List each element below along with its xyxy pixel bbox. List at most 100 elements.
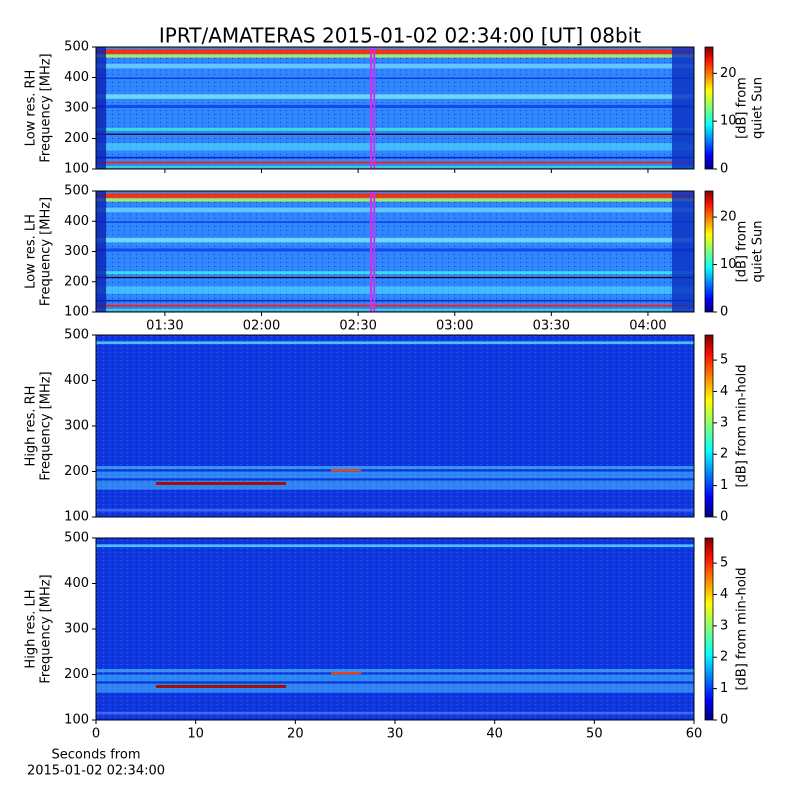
x-tick-label: 60 [686, 727, 703, 742]
spectrogram-band [96, 711, 694, 715]
spectrogram-band [96, 669, 694, 673]
y-tick-label: 500 [64, 184, 89, 199]
colorbar-label: [dB] from min-hold [735, 364, 750, 487]
colorbar-tick-label: 10 [720, 114, 737, 129]
y-tick-label: 400 [64, 70, 89, 85]
spectrogram-band [96, 94, 694, 99]
y-tick-label: 500 [64, 531, 89, 546]
colorbar-tick-label: 4 [720, 587, 728, 602]
spectrogram-band [96, 133, 694, 135]
spectrogram-band [96, 471, 694, 479]
colorbar-tick-label: 3 [720, 415, 728, 430]
spectrogram-band [96, 193, 694, 198]
spectrogram-band [96, 286, 694, 294]
x-tick-label: 01:30 [146, 319, 183, 334]
x-tick-label: 03:00 [436, 319, 473, 334]
spectrogram-edge [96, 191, 106, 312]
x-axis-label: Seconds from [51, 748, 140, 763]
colorbar [704, 334, 714, 518]
y-tick-label: 300 [64, 622, 89, 637]
spectrogram-streak [331, 672, 361, 675]
x-tick-label: 04:00 [629, 319, 666, 334]
y-tick-label: 300 [64, 244, 89, 259]
spectrogram-band [96, 54, 694, 58]
colorbar [704, 190, 714, 313]
spectrogram-band [96, 237, 694, 243]
colorbar [704, 537, 714, 721]
spectrogram-band [96, 165, 694, 168]
y-tick-label: 200 [64, 667, 89, 682]
y-axis-label: Low res. RH [24, 70, 39, 147]
spectrogram-edge [672, 47, 694, 169]
x-tick-label: 02:00 [243, 319, 280, 334]
colorbar-label: [dB] from [735, 77, 750, 139]
spectrogram-band [96, 198, 694, 202]
spectrogram-edge [672, 191, 694, 312]
spectrogram-band [96, 466, 694, 470]
x-tick-label: 50 [586, 727, 603, 742]
x-tick-label: 20 [287, 727, 304, 742]
y-tick-label: 300 [64, 419, 89, 434]
y-axis-label: High res. RH [24, 386, 39, 467]
y-tick-label: 500 [64, 328, 89, 343]
y-tick-label: 400 [64, 214, 89, 229]
y-tick-label: 100 [64, 510, 89, 525]
colorbar-tick-label: 5 [720, 353, 728, 368]
x-axis-label: 2015-01-02 02:34:00 [27, 764, 165, 779]
colorbar-label: quiet Sun [751, 220, 766, 282]
spectrogram-band [96, 221, 694, 223]
spectrogram-edge [96, 47, 106, 169]
colorbar-tick-label: 0 [720, 162, 728, 177]
colorbar-tick-label: 1 [720, 681, 728, 696]
spectrogram-band [96, 508, 694, 512]
spectrogram-band [96, 276, 694, 279]
spectrogram-band [96, 683, 694, 693]
x-tick-label: 02:30 [339, 319, 376, 334]
spectrogram-band [96, 156, 694, 159]
y-tick-label: 200 [64, 131, 89, 146]
colorbar-tick-label: 4 [720, 384, 728, 399]
y-tick-label: 100 [64, 162, 89, 177]
spectrogram-band [96, 308, 694, 311]
spectrogram-band [96, 49, 694, 54]
spectrogram-band [96, 143, 694, 151]
spectrogram-band [96, 341, 694, 345]
spectrogram-band [96, 304, 694, 307]
x-tick-label: 03:30 [533, 319, 570, 334]
colorbar-tick-label: 0 [720, 713, 728, 728]
y-tick-label: 100 [64, 305, 89, 320]
y-tick-label: 400 [64, 373, 89, 388]
y-tick-label: 500 [64, 40, 89, 55]
colorbar [704, 46, 714, 170]
figure-title: IPRT/AMATERAS 2015-01-02 02:34:00 [UT] 0… [159, 24, 641, 48]
y-axis-label: Low res. LH [24, 214, 39, 289]
colorbar-tick-label: 0 [720, 305, 728, 320]
colorbar-label: quiet Sun [751, 77, 766, 139]
y-tick-label: 400 [64, 576, 89, 591]
colorbar-tick-label: 10 [720, 257, 737, 272]
y-tick-label: 100 [64, 713, 89, 728]
colorbar-tick-label: 20 [720, 210, 737, 225]
colorbar-tick-label: 3 [720, 618, 728, 633]
spectrogram-band [96, 207, 694, 213]
spectrogram-band [96, 271, 694, 275]
spectrogram-band [96, 127, 694, 131]
spectrogram-band [96, 674, 694, 682]
spectrogram-band [96, 104, 694, 108]
colorbar-label: [dB] from min-hold [735, 567, 750, 690]
spectrogram-band [96, 299, 694, 302]
y-tick-label: 200 [64, 274, 89, 289]
spectrogram-band [96, 63, 694, 69]
x-tick-label: 40 [486, 727, 503, 742]
spectrogram-band [96, 161, 694, 164]
y-axis-label: Frequency [MHz] [39, 574, 54, 683]
spectrogram-noise [96, 538, 694, 720]
y-axis-label: Frequency [MHz] [39, 53, 54, 162]
spectrogram-band [96, 480, 694, 490]
x-tick-label: 10 [187, 727, 204, 742]
y-tick-label: 300 [64, 101, 89, 116]
colorbar-tick-label: 5 [720, 556, 728, 571]
y-tick-label: 200 [64, 464, 89, 479]
